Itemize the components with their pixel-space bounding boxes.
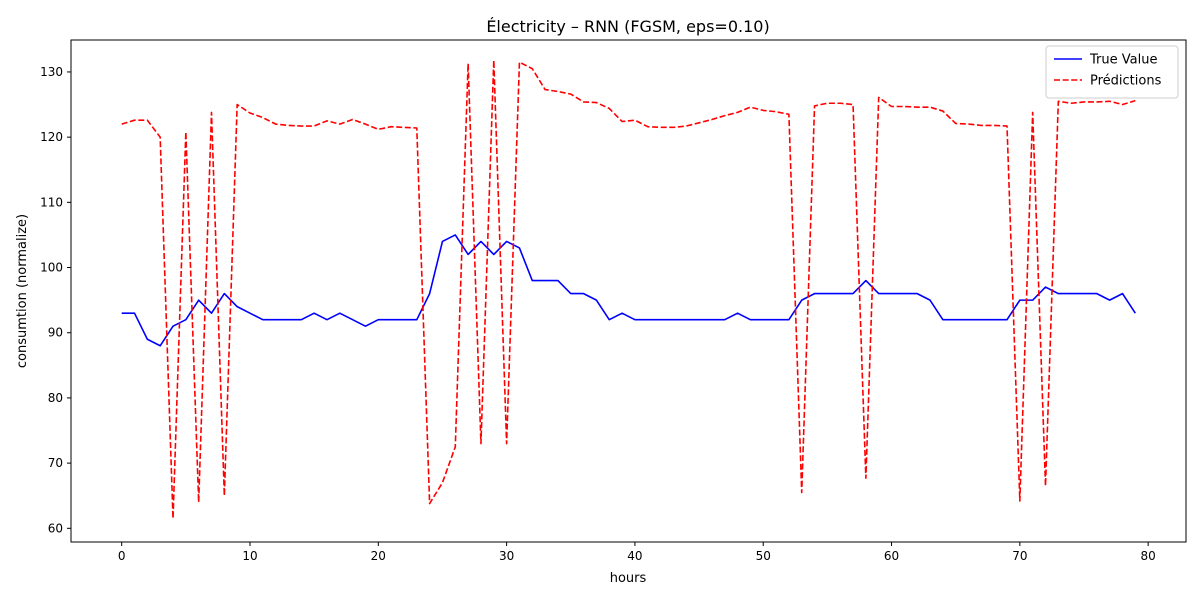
x-axis-label: hours xyxy=(610,571,647,586)
y-axis-label: consumtion (normalize) xyxy=(15,214,30,368)
y-tick-label: 70 xyxy=(48,456,63,470)
x-tick-label: 30 xyxy=(499,549,514,563)
legend-entry-label: True Value xyxy=(1089,53,1157,68)
series-line-true-value xyxy=(121,234,1136,347)
y-tick-label: 80 xyxy=(48,391,63,405)
chart-title: Électricity – RNN (FGSM, eps=0.10) xyxy=(486,17,769,36)
legend: True Value Prédictions xyxy=(1045,45,1179,99)
y-tick-label: 90 xyxy=(48,326,63,340)
x-tick-label: 20 xyxy=(371,549,386,563)
legend-entry-label: Prédictions xyxy=(1090,74,1162,89)
y-tick-label: 130 xyxy=(40,65,63,79)
y-tick-label: 100 xyxy=(40,261,63,275)
x-tick-label: 60 xyxy=(884,549,899,563)
x-tick-label: 40 xyxy=(627,549,642,563)
x-tick-label: 50 xyxy=(756,549,771,563)
y-tick-label: 110 xyxy=(40,195,63,209)
x-tick-label: 80 xyxy=(1141,549,1156,563)
x-tick-label: 10 xyxy=(242,549,257,563)
y-tick-label: 120 xyxy=(40,130,63,144)
series-line-predictions xyxy=(121,59,1136,520)
x-tick-label: 0 xyxy=(118,549,126,563)
x-tick-label: 70 xyxy=(1012,549,1027,563)
plot-frame xyxy=(70,39,1187,543)
y-tick-label: 60 xyxy=(48,521,63,535)
